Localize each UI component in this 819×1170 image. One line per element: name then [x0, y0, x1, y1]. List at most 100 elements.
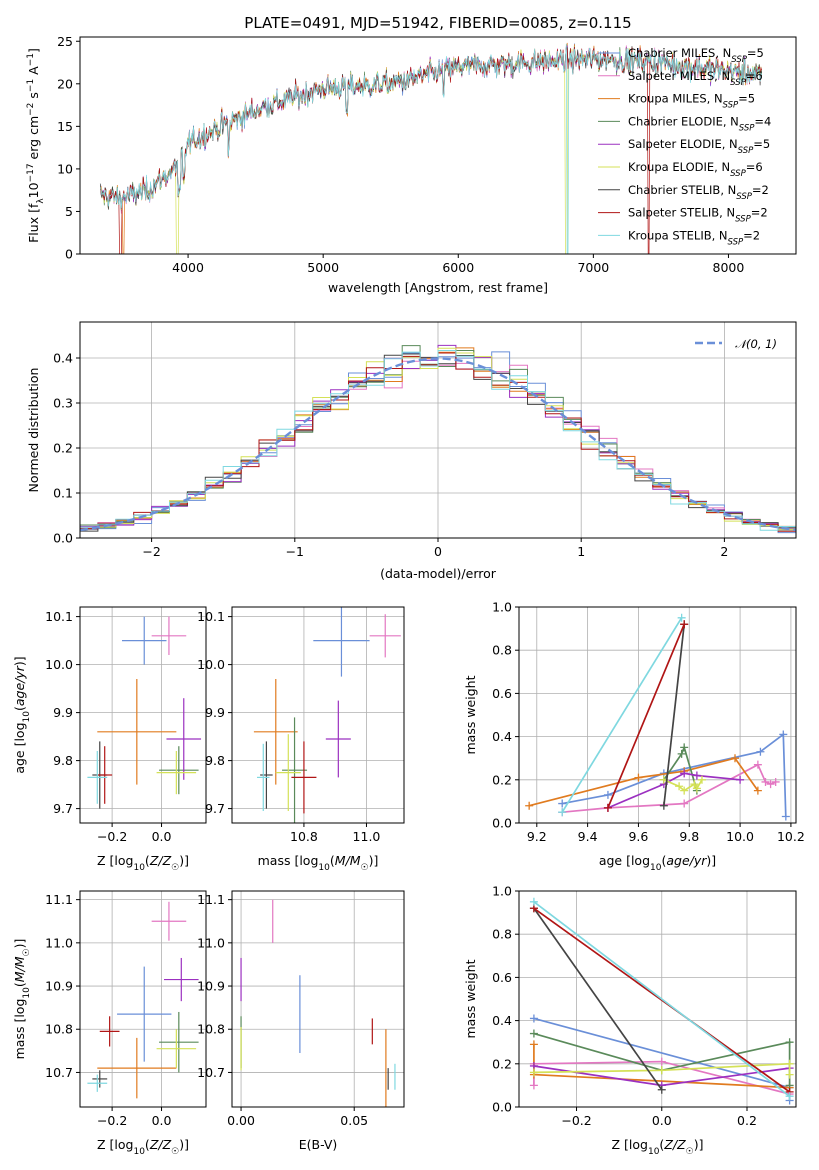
plot-area-mass_vs_EBV [240, 899, 396, 1107]
legend-label-5: Kroupa ELODIE, NSSP=6 [628, 160, 763, 179]
errorbar-point-3 [282, 717, 308, 823]
spectrum-ylabel-part: ] [26, 48, 41, 53]
errorbar-point-8 [87, 1074, 108, 1092]
y-tick-label: 10.9 [45, 979, 73, 994]
axes-frame [79, 606, 207, 824]
x-tick-label: 1 [577, 544, 585, 559]
y-tick-label: 25 [57, 34, 73, 49]
legend-sub: SSP [731, 55, 747, 65]
x-tick-label: 6000 [442, 260, 474, 275]
mass-weight-line-8 [561, 617, 683, 813]
y-tick-label: 0.0 [53, 531, 73, 546]
y-tick-label: 10.8 [45, 1022, 73, 1037]
mass-weight-line-6 [533, 907, 663, 1091]
legend-text: Chabrier ELODIE, N [628, 114, 739, 128]
y-tick-label: 11.0 [197, 935, 225, 950]
mass-weight-marker [761, 777, 770, 786]
age_vs_Z-xlabel-part: Z/Z [149, 853, 172, 868]
spectrum-ylabel-part: A [26, 66, 41, 79]
x-tick-label: 0.0 [652, 1113, 672, 1128]
y-tick-label: 0 [65, 247, 73, 262]
mass-weight-marker [603, 790, 612, 799]
legend-sub: SSP [735, 215, 751, 225]
y-tick-label: 1.0 [492, 884, 512, 899]
mass-weight-marker [529, 1029, 538, 1038]
mass-weight-line-5 [663, 779, 703, 792]
age_vs_mass-xlabel-part: mass [log [258, 853, 319, 868]
y-tick-label: 10.9 [197, 979, 225, 994]
x-tick-label: 8000 [713, 260, 745, 275]
age_vs_Z-xlabel-part: ☉ [171, 863, 179, 873]
legend-label-7: Salpeter STELIB, NSSP=2 [628, 206, 768, 225]
y-tick-label: 0.1 [53, 486, 73, 501]
mass-weight-marker [680, 786, 689, 795]
hist-ylabel: Normed distribution [26, 368, 41, 493]
massweight_vs_Z-xlabel-part: ☉ [686, 1147, 694, 1157]
age_vs_Z-ylabel-part: 10 [22, 711, 32, 723]
mass_vs_Z-xlabel-part: ☉ [171, 1147, 179, 1157]
legend-suffix: =6 [746, 69, 763, 83]
legend-sub: SSP [723, 101, 739, 111]
plot-area-age_vs_Z [87, 616, 202, 809]
age_vs_mass-xlabel-part: )] [369, 853, 379, 868]
x-tick-label: 0.05 [340, 1113, 368, 1128]
mass-weight-marker [529, 1081, 538, 1090]
plot-area-massweight_vs_Z [529, 897, 794, 1105]
x-tick-label: 9.6 [628, 829, 648, 844]
mass_vs_Z-xlabel-part: 10 [133, 1147, 145, 1157]
spectrum-xlabel: wavelength [Angstrom, rest frame] [328, 280, 548, 295]
mass-weight-marker [529, 1040, 538, 1049]
mass-weight-marker [603, 803, 612, 812]
y-tick-label: 20 [57, 76, 73, 91]
axes-frame [518, 606, 797, 824]
mass-weight-marker [692, 771, 701, 780]
mass_vs_Z-ylabel-part: 10 [22, 987, 32, 999]
mass_vs_Z-ylabel-part: M/M [12, 956, 27, 982]
mass-weight-marker [690, 780, 699, 789]
errorbar-point-7 [291, 741, 317, 814]
mass-weight-marker [731, 754, 740, 763]
panel-age_vs_Z: −0.2 0.09.79.89.910.010.1Z [log10(Z/Z☉)]a… [12, 606, 207, 873]
errorbar-point-1 [369, 614, 401, 658]
legend-suffix: =5 [753, 137, 770, 151]
legend-text: Salpeter ELODIE, N [628, 137, 738, 151]
massweight_vs_Z-xlabel: Z [log10(Z/Z☉)] [612, 1137, 704, 1157]
legend-text: Kroupa STELIB, N [628, 228, 728, 242]
panel-massweight_vs_age: 9.2 9.4 9.6 9.8 10.0 10.2 0.0 0.2 0.4 0.6 0.8 1.0 ag… [463, 600, 805, 874]
legend-label-8: Kroupa STELIB, NSSP=2 [628, 228, 760, 247]
x-tick-label: 0.00 [227, 1113, 255, 1128]
legend-label-1: Salpeter MILES, NSSP=6 [628, 69, 763, 88]
mass-weight-marker [779, 730, 788, 739]
plot-area-massweight_vs_age [525, 613, 790, 821]
age_vs_Z-ylabel-part: )] [12, 656, 27, 666]
mass-weight-marker [680, 769, 689, 778]
y-tick-label: 0.4 [53, 351, 73, 366]
panel-mass_vs_EBV: 0.00 0.05 10.7 10.8 10.9 11.0 11.1 E(B-V) [197, 890, 405, 1152]
errorbar-point-5 [156, 1029, 197, 1069]
x-tick-label: 10.8 [290, 829, 318, 844]
mass_vs_Z-ylabel: mass [log10(M/M☉)] [12, 939, 32, 1060]
x-tick-label: −2 [142, 544, 160, 559]
mass-weight-line-6 [663, 624, 686, 806]
mass-weight-marker [657, 1085, 666, 1094]
plot-area-age_vs_mass [253, 607, 401, 823]
hist-xlabel: (data-model)/error [380, 566, 497, 581]
legend-text: Salpeter MILES, N [628, 69, 730, 83]
errorbar-point-3 [159, 746, 199, 795]
mass-weight-line-7 [533, 907, 791, 1093]
errorbar-point-0 [313, 607, 370, 677]
axes-frame [79, 890, 207, 1108]
massweight_vs_age-xlabel-part: ( [661, 853, 666, 868]
age_vs_mass-xlabel: mass [log10(M/M☉)] [258, 853, 379, 873]
y-tick-label: 0.0 [492, 816, 512, 831]
errorbar-point-0 [122, 616, 167, 665]
mass_vs_Z-ylabel-part: )] [12, 939, 27, 949]
massweight_vs_age-xlabel-part: 10 [650, 863, 662, 873]
y-tick-label: 0.8 [492, 643, 512, 658]
massweight_vs_Z-ylabel: mass weight [463, 959, 478, 1038]
age_vs_Z-ylabel-part: age/yr [12, 665, 27, 706]
mass-weight-marker [677, 613, 686, 622]
mass-weight-marker [558, 799, 567, 808]
x-tick-label: 9.4 [578, 829, 598, 844]
age_vs_Z-xlabel-part: 10 [133, 863, 145, 873]
